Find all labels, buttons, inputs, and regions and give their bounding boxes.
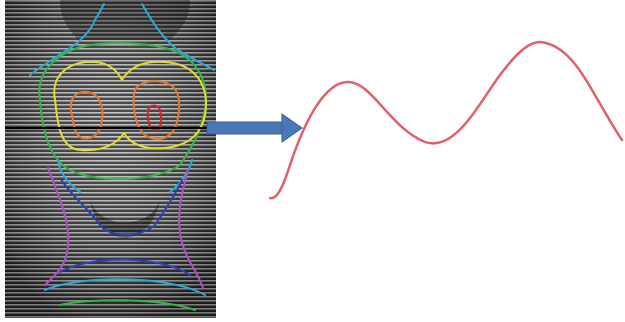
contour-green-low — [59, 299, 196, 311]
moire-image — [5, 0, 216, 318]
contour-yellow — [53, 60, 207, 152]
contour-red — [146, 104, 163, 131]
neck-shadow — [60, 0, 190, 40]
contour-orange-left — [69, 90, 104, 140]
arrow-shaft — [206, 121, 284, 135]
contour-cyan-low — [44, 278, 206, 296]
lumbar-shadow — [90, 200, 160, 238]
contour-blue-mid — [59, 177, 183, 236]
contour-purple — [44, 167, 204, 289]
contour-blue-low — [59, 258, 191, 276]
arrow — [206, 113, 303, 143]
arrow-head — [281, 113, 303, 143]
contour-cyan-mid — [57, 159, 193, 193]
profile-curve — [268, 40, 624, 200]
contour-cyan-top — [29, 3, 215, 76]
